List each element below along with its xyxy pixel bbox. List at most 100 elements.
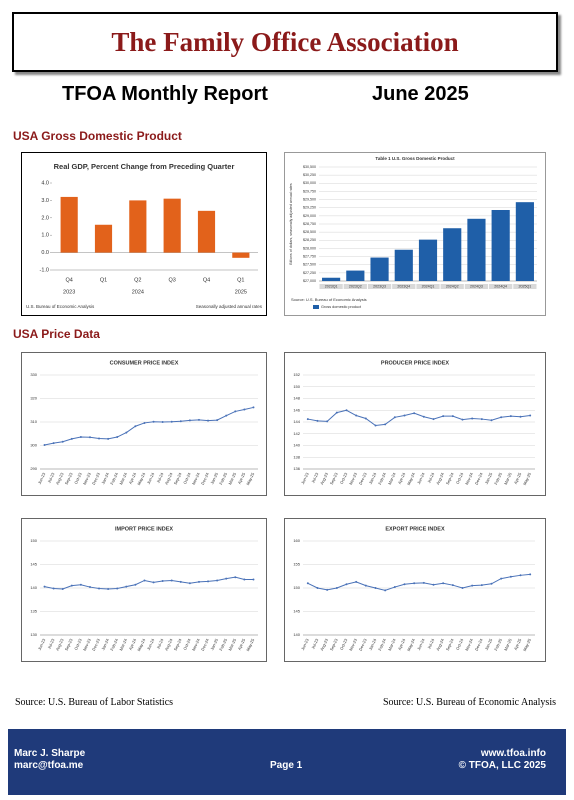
line: [307, 573, 531, 591]
point: [88, 436, 91, 439]
footer-copyright: © TFOA, LLC 2025: [458, 760, 546, 771]
chart: Table 1 U.S. Gross Domestic Product $27,0…: [284, 152, 546, 316]
point: [471, 584, 474, 587]
x-tick-label: Jun-24: [146, 471, 156, 485]
x-tick-label: 2024Q3: [470, 284, 483, 288]
x-tick-label: Nov-23: [348, 637, 358, 652]
point: [234, 410, 237, 413]
point: [61, 587, 64, 590]
y-tick-label: $27,250: [303, 271, 316, 275]
x-tick-label: Apr-25: [237, 471, 247, 485]
point: [442, 582, 445, 585]
point: [107, 587, 110, 590]
x-tick-label: Mar-24: [118, 637, 128, 651]
point: [461, 418, 464, 421]
x-tick-label: Jul-23: [310, 637, 319, 650]
point: [134, 583, 137, 586]
y-tick-label: $29,250: [303, 206, 316, 210]
x-tick-label: Nov-23: [348, 471, 358, 486]
footer-email: marc@tfoa.me: [14, 760, 84, 771]
chart: CONSUMER PRICE INDEX 290 300 310 320 330 Jun-2…: [21, 352, 267, 496]
x-tick-label: Oct-24: [455, 637, 465, 651]
x-label-band: [416, 284, 440, 289]
point: [116, 587, 119, 590]
x-tick-label: Mar-25: [503, 471, 513, 485]
x-tick-label: Jun-23: [37, 637, 47, 651]
x-tick-label: Sep-23: [329, 471, 339, 486]
point: [316, 419, 319, 422]
x-tick-label: Apr-24: [128, 637, 138, 651]
chart-title: Real GDP, Percent Change from Preceding …: [54, 162, 235, 171]
point: [234, 576, 237, 579]
x-tick-label: Feb-25: [493, 471, 503, 485]
x-label-band: [489, 284, 513, 289]
x-label-band: [464, 284, 489, 289]
x-tick-label: Oct-23: [73, 471, 83, 485]
point: [52, 442, 55, 445]
chart-title: Table 1 U.S. Gross Domestic Product: [375, 156, 455, 161]
x-label-band: [392, 284, 416, 289]
x-group-label: 2025: [235, 289, 247, 295]
point: [374, 587, 377, 589]
y-tick-label: 160: [293, 538, 300, 543]
y-tick-label: 138: [293, 454, 300, 459]
y-tick-label: 144: [293, 419, 300, 424]
source-note: Source: U.S. Bureau of Economic Analysis: [382, 697, 556, 708]
x-tick-label: Apr-24: [128, 471, 138, 485]
x-tick-label: Nov-24: [191, 637, 201, 652]
y-tick-label: 320: [30, 396, 37, 401]
x-tick-label: Aug-24: [164, 471, 174, 486]
point: [393, 416, 396, 419]
bar: [515, 202, 534, 281]
bar: [394, 249, 413, 281]
x-tick-label: Q2: [134, 277, 141, 283]
footer-name: Marc J. Sharpe: [14, 748, 86, 759]
point: [432, 583, 435, 586]
x-tick-label: Q3: [168, 277, 175, 283]
x-tick-label: May-25: [245, 637, 255, 652]
footer-page: Page 1: [270, 760, 303, 771]
y-tick-label: 300: [30, 443, 37, 448]
x-tick-label: Jan-24: [100, 471, 110, 485]
point: [225, 577, 228, 580]
x-tick-label: May-25: [245, 471, 255, 486]
x-tick-label: Mar-25: [503, 637, 513, 651]
point: [107, 437, 110, 440]
x-tick-label: Mar-25: [227, 471, 237, 485]
x-tick-label: May-24: [136, 637, 146, 652]
x-tick-label: Sep-24: [445, 637, 455, 652]
point: [403, 414, 406, 417]
x-tick-label: Mar-24: [118, 471, 128, 485]
line: [44, 406, 254, 446]
y-tick-label: $28,500: [303, 230, 316, 234]
point: [52, 587, 55, 590]
y-tick-label: $29,750: [303, 189, 316, 193]
point: [490, 419, 493, 422]
x-tick-label: Apr-25: [513, 637, 523, 651]
x-tick-label: 2023Q1: [325, 284, 338, 288]
y-tick-label: 150: [293, 384, 300, 389]
x-tick-label: May-25: [522, 471, 532, 486]
bar: [418, 239, 438, 281]
x-tick-label: Jul-23: [46, 637, 55, 650]
point: [413, 582, 416, 585]
x-tick-label: Oct-24: [182, 637, 192, 651]
x-tick-label: Apr-24: [397, 471, 407, 485]
point: [384, 423, 387, 426]
x-tick-label: 2024Q4: [494, 284, 507, 288]
x-tick-label: Apr-25: [237, 637, 247, 651]
point: [393, 586, 396, 589]
point: [480, 418, 483, 421]
x-tick-label: Aug-23: [55, 471, 65, 486]
point: [500, 416, 503, 419]
x-tick-label: Mar-24: [387, 637, 397, 651]
bar: [232, 252, 250, 258]
x-tick-label: Jul-23: [310, 471, 319, 484]
section-heading: USA Price Data: [13, 327, 100, 341]
point: [152, 420, 155, 423]
x-tick-label: Dec-24: [200, 637, 210, 652]
y-tick-label: 2.0: [41, 215, 49, 221]
point: [326, 588, 329, 591]
bar: [370, 257, 389, 281]
